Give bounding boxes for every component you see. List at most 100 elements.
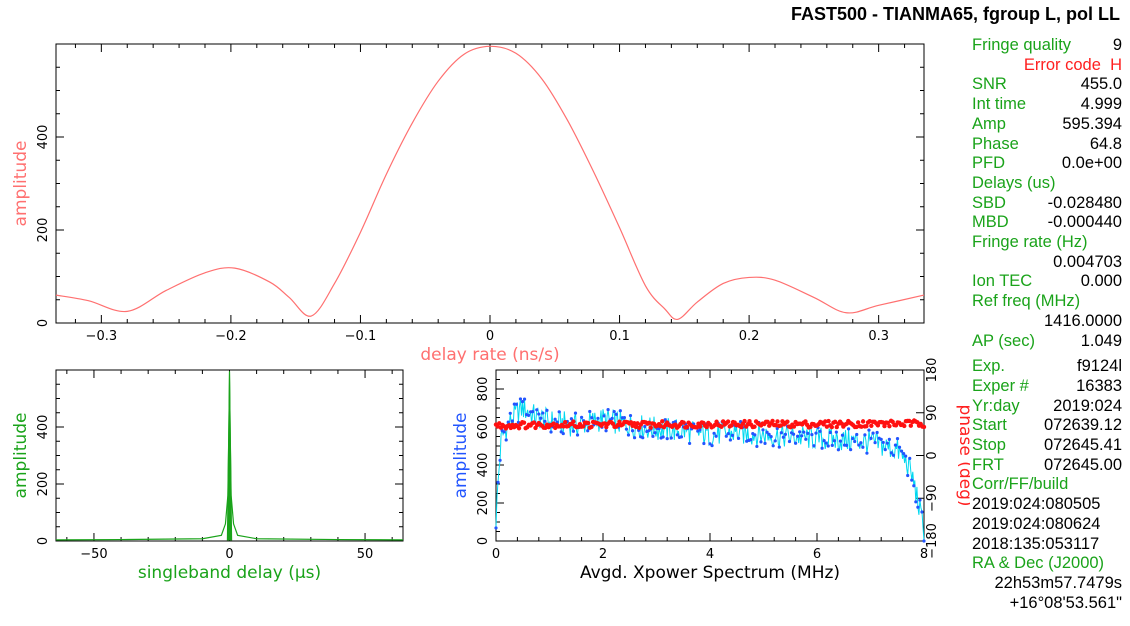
info-row: Fringe quality 9 <box>972 36 1122 54</box>
phase-point <box>867 419 872 424</box>
amplitude-point <box>765 430 769 434</box>
amplitude-point <box>641 436 645 440</box>
x-tick-label: 2 <box>599 547 607 562</box>
amplitude-point <box>873 441 877 445</box>
x-tick-label: 4 <box>706 547 714 562</box>
amplitude-point <box>820 446 824 450</box>
info-row: AP (sec) 1.049 <box>972 331 1122 350</box>
info-row: 2018:135:053117 <box>972 534 1100 553</box>
x-tick-label: 50 <box>357 547 374 562</box>
phase-point <box>521 420 527 425</box>
amplitude-point <box>781 435 785 439</box>
amplitude-point <box>810 433 814 437</box>
amplitude-point <box>863 433 867 437</box>
phase-point <box>785 419 790 424</box>
x-tick-label: 0.2 <box>739 329 760 344</box>
x-tick-label: −0.2 <box>215 329 247 344</box>
phase-point <box>646 420 652 426</box>
amplitude-point <box>730 433 735 437</box>
amplitude-point <box>869 436 873 440</box>
phase-point <box>729 423 734 428</box>
amplitude-point <box>844 443 849 447</box>
info-row: Ion TEC 0.000 <box>972 272 1122 291</box>
amplitude-point <box>586 429 590 433</box>
info-row: Stop 072645.41 <box>972 436 1122 455</box>
amplitude-point <box>702 441 706 446</box>
phase-point <box>829 424 835 430</box>
info-row: Amp 595.394 <box>972 114 1122 133</box>
x-tick-label: 0 <box>492 547 500 562</box>
amplitude-point <box>506 420 510 424</box>
phase-point <box>921 424 927 430</box>
phase-point <box>648 425 653 430</box>
amplitude-point <box>508 411 512 415</box>
phase-point <box>581 424 586 429</box>
amplitude-point <box>908 456 912 460</box>
amplitude-point <box>545 408 549 412</box>
amplitude-point <box>514 402 518 406</box>
series-line <box>55 45 925 321</box>
amplitude-point <box>728 438 732 442</box>
amplitude-point <box>824 441 828 445</box>
amplitude-point <box>755 444 759 449</box>
amplitude-point <box>630 429 635 433</box>
phase-point <box>637 425 642 431</box>
amplitude-point <box>763 441 767 445</box>
x-tick-label: 0.3 <box>868 329 889 344</box>
amplitude-point <box>549 430 553 434</box>
amplitude-point <box>596 416 600 420</box>
amplitude-point <box>753 433 757 437</box>
delay-peak <box>226 371 233 541</box>
amplitude-point <box>838 439 843 443</box>
amplitude-point <box>920 510 924 514</box>
amplitude-point <box>688 441 692 446</box>
phase-point <box>855 420 861 425</box>
phase-point <box>585 420 591 426</box>
amplitude-point <box>899 449 904 453</box>
info-row: Start 072639.12 <box>972 416 1122 435</box>
y2-tick-label: 0 <box>925 451 940 459</box>
amplitude-point <box>802 430 806 434</box>
amplitude-point <box>537 412 541 416</box>
amplitude-point <box>541 411 545 415</box>
phase-point <box>714 419 719 424</box>
info-row: 0.004703 <box>1053 252 1122 271</box>
amplitude-point <box>494 526 498 530</box>
phase-point <box>864 423 869 429</box>
phase-point <box>681 420 686 425</box>
info-row: Yr:day 2019:024 <box>972 396 1122 415</box>
amplitude-point <box>661 435 665 439</box>
amplitude-point <box>830 443 834 447</box>
amplitude-point <box>590 416 594 420</box>
amplitude-point <box>791 432 796 436</box>
phase-point <box>773 423 779 428</box>
phase-point <box>739 424 744 430</box>
amplitude-point <box>622 416 627 420</box>
amplitude-point <box>889 451 893 455</box>
phase-point <box>803 419 808 424</box>
amplitude-point <box>804 437 808 441</box>
y2-tick-label: −90 <box>925 485 940 512</box>
amplitude-point <box>906 473 910 478</box>
amplitude-point <box>836 448 841 452</box>
y-tick-label: 200 <box>476 491 491 516</box>
amplitude-point <box>773 439 777 443</box>
amplitude-point <box>814 431 818 435</box>
amplitude-point <box>796 434 800 438</box>
amplitude-point <box>712 431 716 435</box>
amplitude-point <box>904 454 908 458</box>
amplitude-point <box>826 444 830 448</box>
amplitude-point <box>891 453 896 457</box>
phase-point <box>531 420 537 425</box>
phase-point <box>854 424 859 430</box>
y2-tick-label: 90 <box>925 404 940 421</box>
phase-point <box>885 420 890 426</box>
phase-point <box>902 423 907 429</box>
phase-point <box>589 424 594 430</box>
amplitude-point <box>527 413 531 418</box>
y-tick-label: 200 <box>36 218 51 243</box>
phase-point <box>887 423 892 429</box>
phase-point <box>834 424 839 430</box>
phase-point <box>765 419 770 425</box>
amplitude-point <box>710 443 714 448</box>
